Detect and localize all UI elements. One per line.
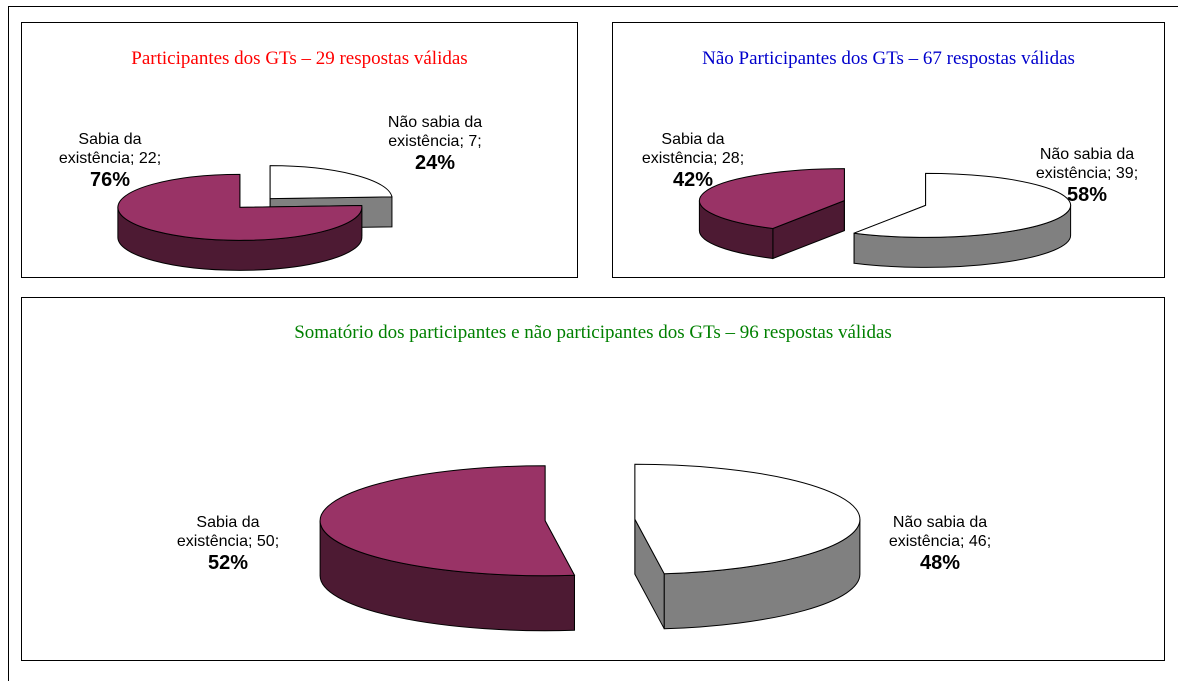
pie-slice [117,173,363,241]
pie-slice [634,463,861,575]
value-label: 50 [256,533,275,550]
value-label: 22 [138,150,157,167]
separator: ; [986,533,992,550]
percent-label: 58% [1066,184,1108,206]
separator: ; [1107,165,1112,182]
separator: ; [739,150,745,167]
data-label: Sabia da existência; 50; 52% [163,513,293,575]
category-label: Não sabia da existência [888,514,988,550]
separator: ; [960,533,965,550]
separator: ; [130,150,135,167]
category-label: Sabia da existência [641,131,725,167]
chart-title: Participantes dos GTs – 29 respostas vál… [22,48,577,70]
chart-title: Não Participantes dos GTs – 67 respostas… [613,48,1164,70]
separator: ; [477,133,482,150]
separator: ; [1133,165,1139,182]
category-label: Sabia da existência [176,514,260,550]
percent-label: 42% [672,169,714,191]
data-label: Não sabia da existência; 39; 58% [1022,145,1152,207]
data-label: Sabia da existência; 22; 76% [45,130,175,192]
percent-label: 76% [89,169,131,191]
panel: Não Participantes dos GTs – 67 respostas… [612,22,1165,278]
data-label: Sabia da existência; 28; 42% [628,130,758,192]
separator: ; [156,150,162,167]
pie-slice [269,165,393,200]
separator: ; [248,533,253,550]
pie-slice [698,168,845,229]
separator: ; [713,150,718,167]
pie-slice [853,172,1072,238]
value-label: 7 [468,133,478,150]
percent-label: 24% [414,152,456,174]
percent-label: 48% [919,552,961,574]
separator: ; [274,533,280,550]
frame [8,6,1178,681]
separator: ; [459,133,464,150]
panel: Participantes dos GTs – 29 respostas vál… [21,22,578,278]
panel: Somatório dos participantes e não partic… [21,297,1165,661]
pie-slice [319,465,576,577]
percent-label: 52% [207,552,249,574]
value-label: 46 [968,533,987,550]
data-label: Não sabia da existência; 7; 24% [370,113,500,175]
value-label: 39 [1115,165,1134,182]
value-label: 28 [721,150,740,167]
category-label: Sabia da existência [58,131,142,167]
chart-title: Somatório dos participantes e não partic… [22,318,1164,348]
category-label: Não sabia da existência [1035,146,1135,182]
data-label: Não sabia da existência; 46; 48% [875,513,1005,575]
category-label: Não sabia da existência [387,114,483,150]
